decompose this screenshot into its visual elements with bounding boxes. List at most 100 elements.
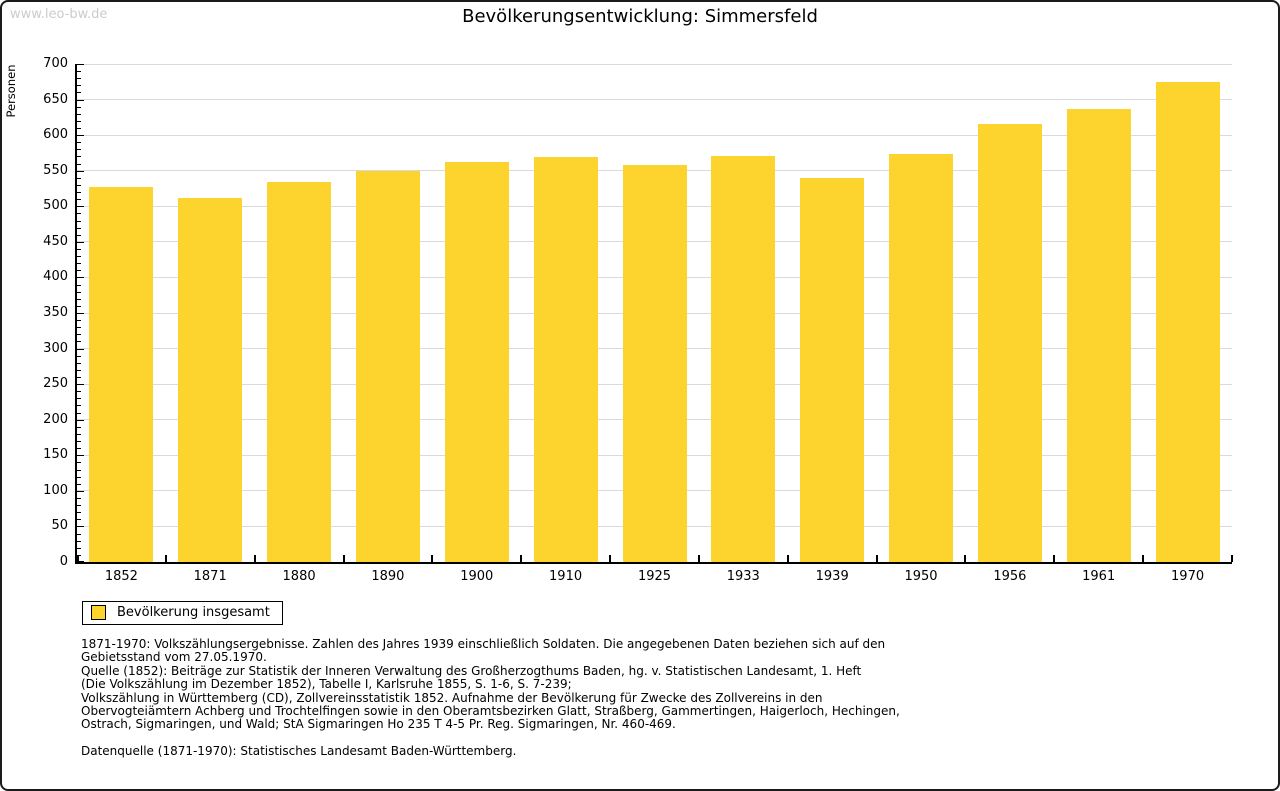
y-minor-tick-380: [77, 292, 81, 293]
y-minor-tick-290: [77, 356, 81, 357]
bar-1900: [445, 162, 509, 562]
y-minor-tick-330: [77, 327, 81, 328]
y-minor-tick-90: [77, 498, 81, 499]
y-minor-tick-510: [77, 199, 81, 200]
y-minor-tick-490: [77, 213, 81, 214]
bar-1956: [978, 124, 1042, 562]
y-minor-tick-420: [77, 263, 81, 264]
y-tick-label-400: 400: [43, 269, 68, 284]
bar-1925: [623, 165, 687, 562]
y-minor-tick-460: [77, 235, 81, 236]
y-minor-tick-590: [77, 142, 81, 143]
y-tick-label-600: 600: [43, 127, 68, 142]
y-tick-label-450: 450: [43, 234, 68, 249]
bar-1961: [1067, 109, 1131, 562]
x-boundary-tick-0: [77, 555, 79, 562]
x-boundary-tick-10: [964, 555, 966, 562]
y-tick-label-350: 350: [43, 305, 68, 320]
y-tick-label-700: 700: [43, 56, 68, 71]
y-minor-tick-240: [77, 391, 81, 392]
y-major-tick-600: [77, 135, 84, 136]
y-major-tick-500: [77, 206, 84, 207]
y-minor-tick-130: [77, 470, 81, 471]
y-tick-label-250: 250: [43, 376, 68, 391]
y-minor-tick-60: [77, 519, 81, 520]
bar-1890: [356, 171, 420, 562]
x-tick-label-1925: 1925: [637, 569, 672, 584]
x-tick-label-1956: 1956: [993, 569, 1027, 584]
y-minor-tick-110: [77, 484, 81, 485]
x-boundary-tick-8: [787, 555, 789, 562]
y-minor-tick-140: [77, 462, 81, 463]
y-minor-tick-260: [77, 377, 81, 378]
legend-swatch-icon: [91, 605, 106, 620]
y-minor-tick-530: [77, 185, 81, 186]
x-tick-label-1910: 1910: [549, 569, 583, 584]
y-minor-tick-390: [77, 285, 81, 286]
y-tick-label-200: 200: [43, 412, 68, 427]
y-tick-label-150: 150: [43, 447, 68, 462]
y-tick-label-550: 550: [43, 163, 68, 178]
x-boundary-tick-4: [431, 555, 433, 562]
y-minor-tick-210: [77, 413, 81, 414]
y-minor-tick-180: [77, 434, 81, 435]
y-minor-tick-640: [77, 107, 81, 108]
bar-1852: [89, 187, 153, 562]
y-major-tick-700: [77, 64, 84, 65]
y-minor-tick-580: [77, 149, 81, 150]
x-tick-label-1890: 1890: [371, 569, 405, 584]
x-boundary-tick-6: [609, 555, 611, 562]
x-boundary-tick-1: [165, 555, 167, 562]
y-axis-labels: 0 50 100 150 200 250 300 350 400 450 500 550 600 650 7…: [2, 56, 68, 569]
x-boundary-tick-3: [343, 555, 345, 562]
y-minor-tick-280: [77, 363, 81, 364]
x-tick-label-1880: 1880: [282, 569, 316, 584]
gridline-600: [77, 134, 1232, 136]
y-major-tick-50: [77, 526, 84, 527]
y-minor-tick-540: [77, 178, 81, 179]
x-boundary-tick-2: [254, 555, 256, 562]
bar-1970: [1156, 82, 1220, 562]
y-minor-tick-320: [77, 334, 81, 335]
y-major-tick-0: [77, 561, 84, 562]
x-boundary-tick-13: [1231, 555, 1233, 562]
x-tick-label-1933: 1933: [726, 569, 760, 584]
bar-1880: [267, 182, 331, 562]
y-minor-tick-610: [77, 128, 81, 129]
y-minor-tick-220: [77, 405, 81, 406]
source-text: Datenquelle (1871-1970): Statistisches L…: [81, 743, 517, 758]
legend-label: Bevölkerung insgesamt: [117, 605, 270, 620]
gridline-650: [77, 99, 1232, 101]
y-minor-tick-660: [77, 92, 81, 93]
y-minor-tick-190: [77, 427, 81, 428]
page-title: Bevölkerungsentwicklung: Simmersfeld: [462, 6, 818, 27]
watermark: www.leo-bw.de: [10, 7, 108, 22]
y-tick-label-300: 300: [43, 341, 68, 356]
y-minor-tick-80: [77, 505, 81, 506]
y-tick-label-650: 650: [43, 92, 68, 107]
x-tick-label-1871: 1871: [193, 569, 227, 584]
y-major-tick-350: [77, 313, 84, 314]
y-tick-label-50: 50: [51, 518, 68, 533]
x-boundary-tick-9: [876, 555, 878, 562]
y-minor-tick-680: [77, 78, 81, 79]
y-minor-tick-440: [77, 249, 81, 250]
y-minor-tick-690: [77, 71, 81, 72]
bar-1939: [800, 178, 864, 562]
y-major-tick-450: [77, 242, 84, 243]
y-minor-tick-310: [77, 341, 81, 342]
y-major-tick-100: [77, 491, 84, 492]
y-minor-tick-670: [77, 85, 81, 86]
y-major-tick-650: [77, 100, 84, 101]
y-major-tick-150: [77, 455, 84, 456]
x-boundary-tick-11: [1053, 555, 1055, 562]
y-major-tick-400: [77, 277, 84, 278]
y-minor-tick-120: [77, 477, 81, 478]
y-minor-tick-560: [77, 164, 81, 165]
y-tick-label-0: 0: [59, 554, 68, 569]
footnotes: 1871-1970: Volkszählungsergebnisse. Zahl…: [81, 637, 1221, 758]
y-minor-tick-40: [77, 534, 81, 535]
x-axis-labels: 1852 1871 1880 1890 1900 1910 1925 1933 1939 1950…: [77, 568, 1232, 586]
y-minor-tick-630: [77, 114, 81, 115]
